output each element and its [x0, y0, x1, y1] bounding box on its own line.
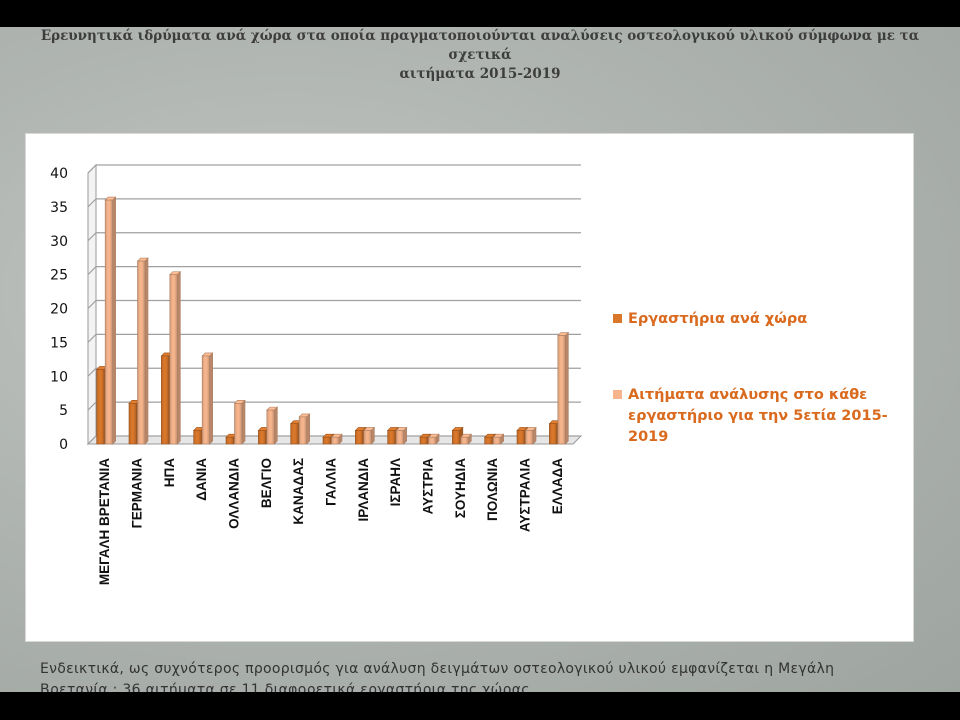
y-tick-label: 35: [50, 200, 68, 216]
bar-side-face: [403, 426, 407, 445]
gridline: [87, 401, 581, 411]
legend-swatch-2: [613, 390, 622, 399]
bar-side-face: [306, 413, 310, 445]
gridline: [87, 232, 581, 242]
letterbox-top: [0, 0, 960, 27]
bar-series-1: [161, 355, 170, 445]
y-tick-label: 40: [50, 166, 68, 182]
x-category-label: ΚΑΝΑΔΑΣ: [291, 458, 306, 525]
bar-series-1: [452, 430, 461, 445]
x-category-label: ΙΡΛΑΝΔΙΑ: [356, 458, 371, 522]
gridline: [87, 266, 581, 276]
bar-side-face: [177, 270, 181, 445]
bar-series-1: [290, 423, 299, 445]
bar-series-2: [460, 436, 469, 445]
bar-side-face: [371, 426, 375, 445]
letterbox-bottom: [0, 692, 960, 720]
legend-label: εργαστήριο για την 5ετία 2015-: [628, 408, 888, 424]
bar-side-face: [532, 426, 537, 445]
bar-series-2: [137, 260, 146, 445]
bar-series-2: [201, 355, 210, 445]
bar-series-1: [484, 436, 493, 445]
y-tick-label: 15: [50, 335, 68, 351]
legend-label: 2019: [628, 429, 668, 445]
x-category-label: ΒΕΛΓΙΟ: [259, 458, 274, 508]
bar-series-2: [557, 335, 566, 445]
x-category-label: ΟΛΛΑΝΔΙΑ: [227, 458, 242, 529]
x-category-label: ΣΟΥΗΔΙΑ: [453, 458, 468, 518]
bar-series-2: [363, 430, 372, 445]
bar-series-2: [104, 199, 113, 445]
gridline: [87, 299, 581, 309]
bar-side-face: [565, 331, 569, 445]
x-category-label: ΕΛΛΑΔΑ: [550, 458, 565, 514]
gridline: [87, 198, 581, 208]
bar-side-face: [112, 196, 116, 445]
x-category-label: ΔΑΝΙΑ: [194, 458, 209, 501]
bar-series-1: [258, 430, 267, 445]
gridline: [87, 164, 581, 174]
bar-series-2: [234, 403, 243, 445]
slide-title-line-1: Ερευνητικά ιδρύματα ανά χώρα στα οποία π…: [40, 28, 920, 63]
y-tick-label: 25: [50, 268, 68, 284]
bar-series-2: [169, 274, 178, 445]
bar-series-1: [193, 430, 202, 445]
chart-area: 0 5 10 15 20 25 30 35 40 ΜΕΓΑΛΗ ΒΡΕΤΑΝΙΑ ΓΕΡΜΑΝΙΑ Η…: [25, 133, 914, 642]
bar-series-1: [355, 430, 364, 445]
bar-series-2: [428, 436, 437, 445]
y-tick-label: 0: [59, 437, 68, 453]
x-category-label: ΠΟΛΩΝΙΑ: [485, 458, 500, 521]
bar-series-2: [266, 409, 275, 445]
bar-series-1: [322, 436, 331, 445]
bar-side-face: [274, 406, 278, 445]
slide-title: Ερευνητικά ιδρύματα ανά χώρα στα οποία π…: [30, 27, 930, 84]
slide-background: Ερευνητικά ιδρύματα ανά χώρα στα οποία π…: [0, 27, 960, 698]
x-category-label: ΗΠΑ: [162, 458, 177, 487]
bar-series-1: [225, 436, 234, 445]
bar-series-2: [492, 436, 501, 445]
bar-series-1: [419, 436, 428, 445]
bar-series-1: [516, 430, 525, 445]
bar-chart: 0 5 10 15 20 25 30 35 40 ΜΕΓΑΛΗ ΒΡΕΤΑΝΙΑ ΓΕΡΜΑΝΙΑ Η…: [50, 163, 888, 585]
bar-series-2: [331, 436, 340, 445]
gridline: [87, 333, 581, 343]
x-category-label: ΙΣΡΑΗΛ: [388, 458, 403, 506]
y-tick-label: 30: [50, 234, 68, 250]
bar-side-face: [144, 257, 149, 445]
bar-series-1: [128, 403, 137, 445]
x-category-label: ΜΕΓΑΛΗ ΒΡΕΤΑΝΙΑ: [97, 458, 112, 585]
bar-series-2: [525, 430, 534, 445]
y-tick-label: 20: [50, 302, 68, 318]
caption-line-1: Ενδεικτικά, ως συχνότερος προορισμός για…: [40, 661, 835, 677]
legend-label: Αιτήματα ανάλυσης στο κάθε: [628, 387, 867, 403]
bar-series-2: [395, 430, 404, 445]
bar-side-face: [209, 352, 213, 445]
x-category-label: ΑΥΣΤΡΑΛΙΑ: [518, 458, 533, 532]
bar-series-1: [96, 369, 105, 445]
bar-series-1: [549, 423, 558, 445]
legend-label: Εργαστήρια ανά χώρα: [628, 311, 807, 327]
bar-series-2: [298, 416, 307, 445]
x-category-label: ΑΥΣΤΡΙΑ: [421, 458, 436, 515]
gridline: [87, 435, 581, 445]
y-tick-label: 10: [50, 369, 68, 385]
y-tick-label: 5: [59, 403, 68, 419]
x-category-label: ΓΕΡΜΑΝΙΑ: [130, 458, 145, 529]
slide-title-line-2: αιτήματα 2015-2019: [399, 66, 561, 82]
gridline: [87, 367, 581, 377]
legend-swatch-1: [613, 314, 622, 323]
x-category-label: ΓΑΛΛΙΑ: [324, 458, 339, 506]
bar-series-1: [387, 430, 396, 445]
bar-side-face: [241, 399, 246, 445]
